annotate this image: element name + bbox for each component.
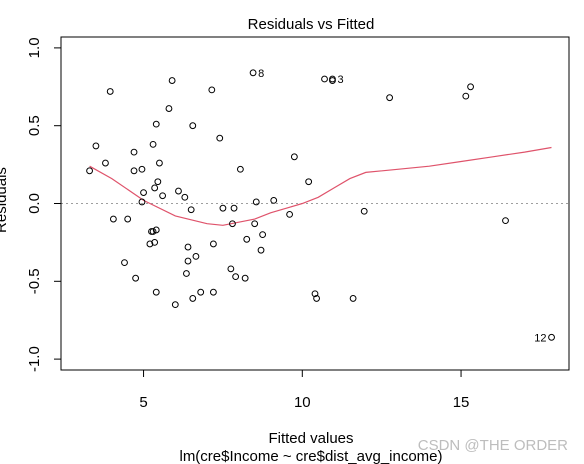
data-point xyxy=(252,198,260,206)
data-point xyxy=(502,217,509,225)
data-points xyxy=(86,69,555,341)
data-point xyxy=(210,240,217,248)
data-point xyxy=(313,295,320,302)
data-point xyxy=(232,273,240,281)
point-label: 8 xyxy=(258,68,264,80)
data-point xyxy=(121,259,128,267)
x-tick-label: 10 xyxy=(294,394,311,411)
data-point xyxy=(175,187,182,195)
smooth-line xyxy=(89,146,552,226)
point-labels: 8 3 12 xyxy=(258,68,546,345)
data-point xyxy=(124,215,132,223)
data-point xyxy=(106,88,114,95)
data-point xyxy=(130,148,138,156)
data-point xyxy=(321,75,328,83)
data-point xyxy=(229,220,236,228)
data-point xyxy=(216,134,224,142)
data-point xyxy=(386,94,394,102)
data-point xyxy=(156,159,163,167)
data-point xyxy=(548,333,555,341)
chart-subtitle: lm(cre$Income ~ cre$dist_avg_income) xyxy=(179,448,442,464)
data-point xyxy=(467,83,474,91)
data-point xyxy=(151,239,159,246)
chart-title: Residuals vs Fitted xyxy=(248,16,375,33)
y-axis-label: Residuals xyxy=(0,167,10,233)
data-point xyxy=(165,105,173,112)
y-tick-label: -0.5 xyxy=(26,268,43,294)
data-point xyxy=(171,301,179,309)
data-point xyxy=(183,270,190,277)
y-tick-label: 0.0 xyxy=(26,193,43,214)
point-label: 12 xyxy=(534,332,546,344)
data-point xyxy=(149,140,157,148)
x-axis-label: Fitted values xyxy=(268,430,353,447)
data-point xyxy=(154,178,162,186)
data-point xyxy=(208,86,216,94)
y-tick-label: 0.5 xyxy=(26,115,43,136)
data-point xyxy=(151,184,159,192)
y-tick-label: 1.0 xyxy=(26,37,43,58)
data-point xyxy=(259,231,267,239)
data-point xyxy=(360,207,368,215)
data-point xyxy=(168,77,176,84)
data-point xyxy=(109,215,117,223)
data-point xyxy=(249,69,257,77)
data-point xyxy=(102,159,109,167)
data-point xyxy=(197,288,205,296)
data-point xyxy=(227,265,235,273)
x-tick-label: 5 xyxy=(139,394,147,411)
data-point xyxy=(251,220,259,228)
data-point xyxy=(189,295,197,302)
data-point xyxy=(86,167,93,175)
y-tick-label: -1.0 xyxy=(26,346,43,372)
data-point xyxy=(210,288,217,296)
data-point xyxy=(184,243,192,251)
y-axis: -1.0 -0.5 0.0 0.5 1.0 xyxy=(26,37,62,372)
data-point xyxy=(159,192,167,200)
data-point xyxy=(138,198,146,206)
data-point xyxy=(92,142,100,150)
data-point xyxy=(140,189,147,197)
data-point xyxy=(219,204,227,212)
data-point xyxy=(270,196,278,204)
data-point xyxy=(290,153,298,161)
data-point xyxy=(257,246,265,254)
data-point xyxy=(152,288,160,296)
data-point xyxy=(184,257,192,265)
data-point xyxy=(286,210,294,218)
data-point xyxy=(152,120,160,128)
data-point xyxy=(305,178,313,186)
data-point xyxy=(132,274,140,282)
data-point xyxy=(138,165,146,173)
data-point xyxy=(149,228,157,235)
data-point xyxy=(243,235,251,243)
data-point xyxy=(189,122,197,130)
point-label: 3 xyxy=(337,74,343,86)
data-point xyxy=(329,77,336,84)
data-point xyxy=(241,274,249,282)
data-point xyxy=(152,226,160,234)
data-point xyxy=(181,193,189,201)
x-tick-label: 15 xyxy=(453,394,470,411)
data-point xyxy=(230,204,238,212)
data-point xyxy=(187,206,195,214)
x-axis: 5 10 15 xyxy=(139,369,470,411)
data-point xyxy=(146,240,154,248)
data-point xyxy=(462,92,470,100)
watermark: CSDN @THE ORDER xyxy=(417,437,568,454)
data-point xyxy=(311,290,319,298)
data-point xyxy=(130,167,138,175)
data-point xyxy=(236,165,244,173)
data-point xyxy=(349,295,357,302)
data-point xyxy=(192,253,200,260)
